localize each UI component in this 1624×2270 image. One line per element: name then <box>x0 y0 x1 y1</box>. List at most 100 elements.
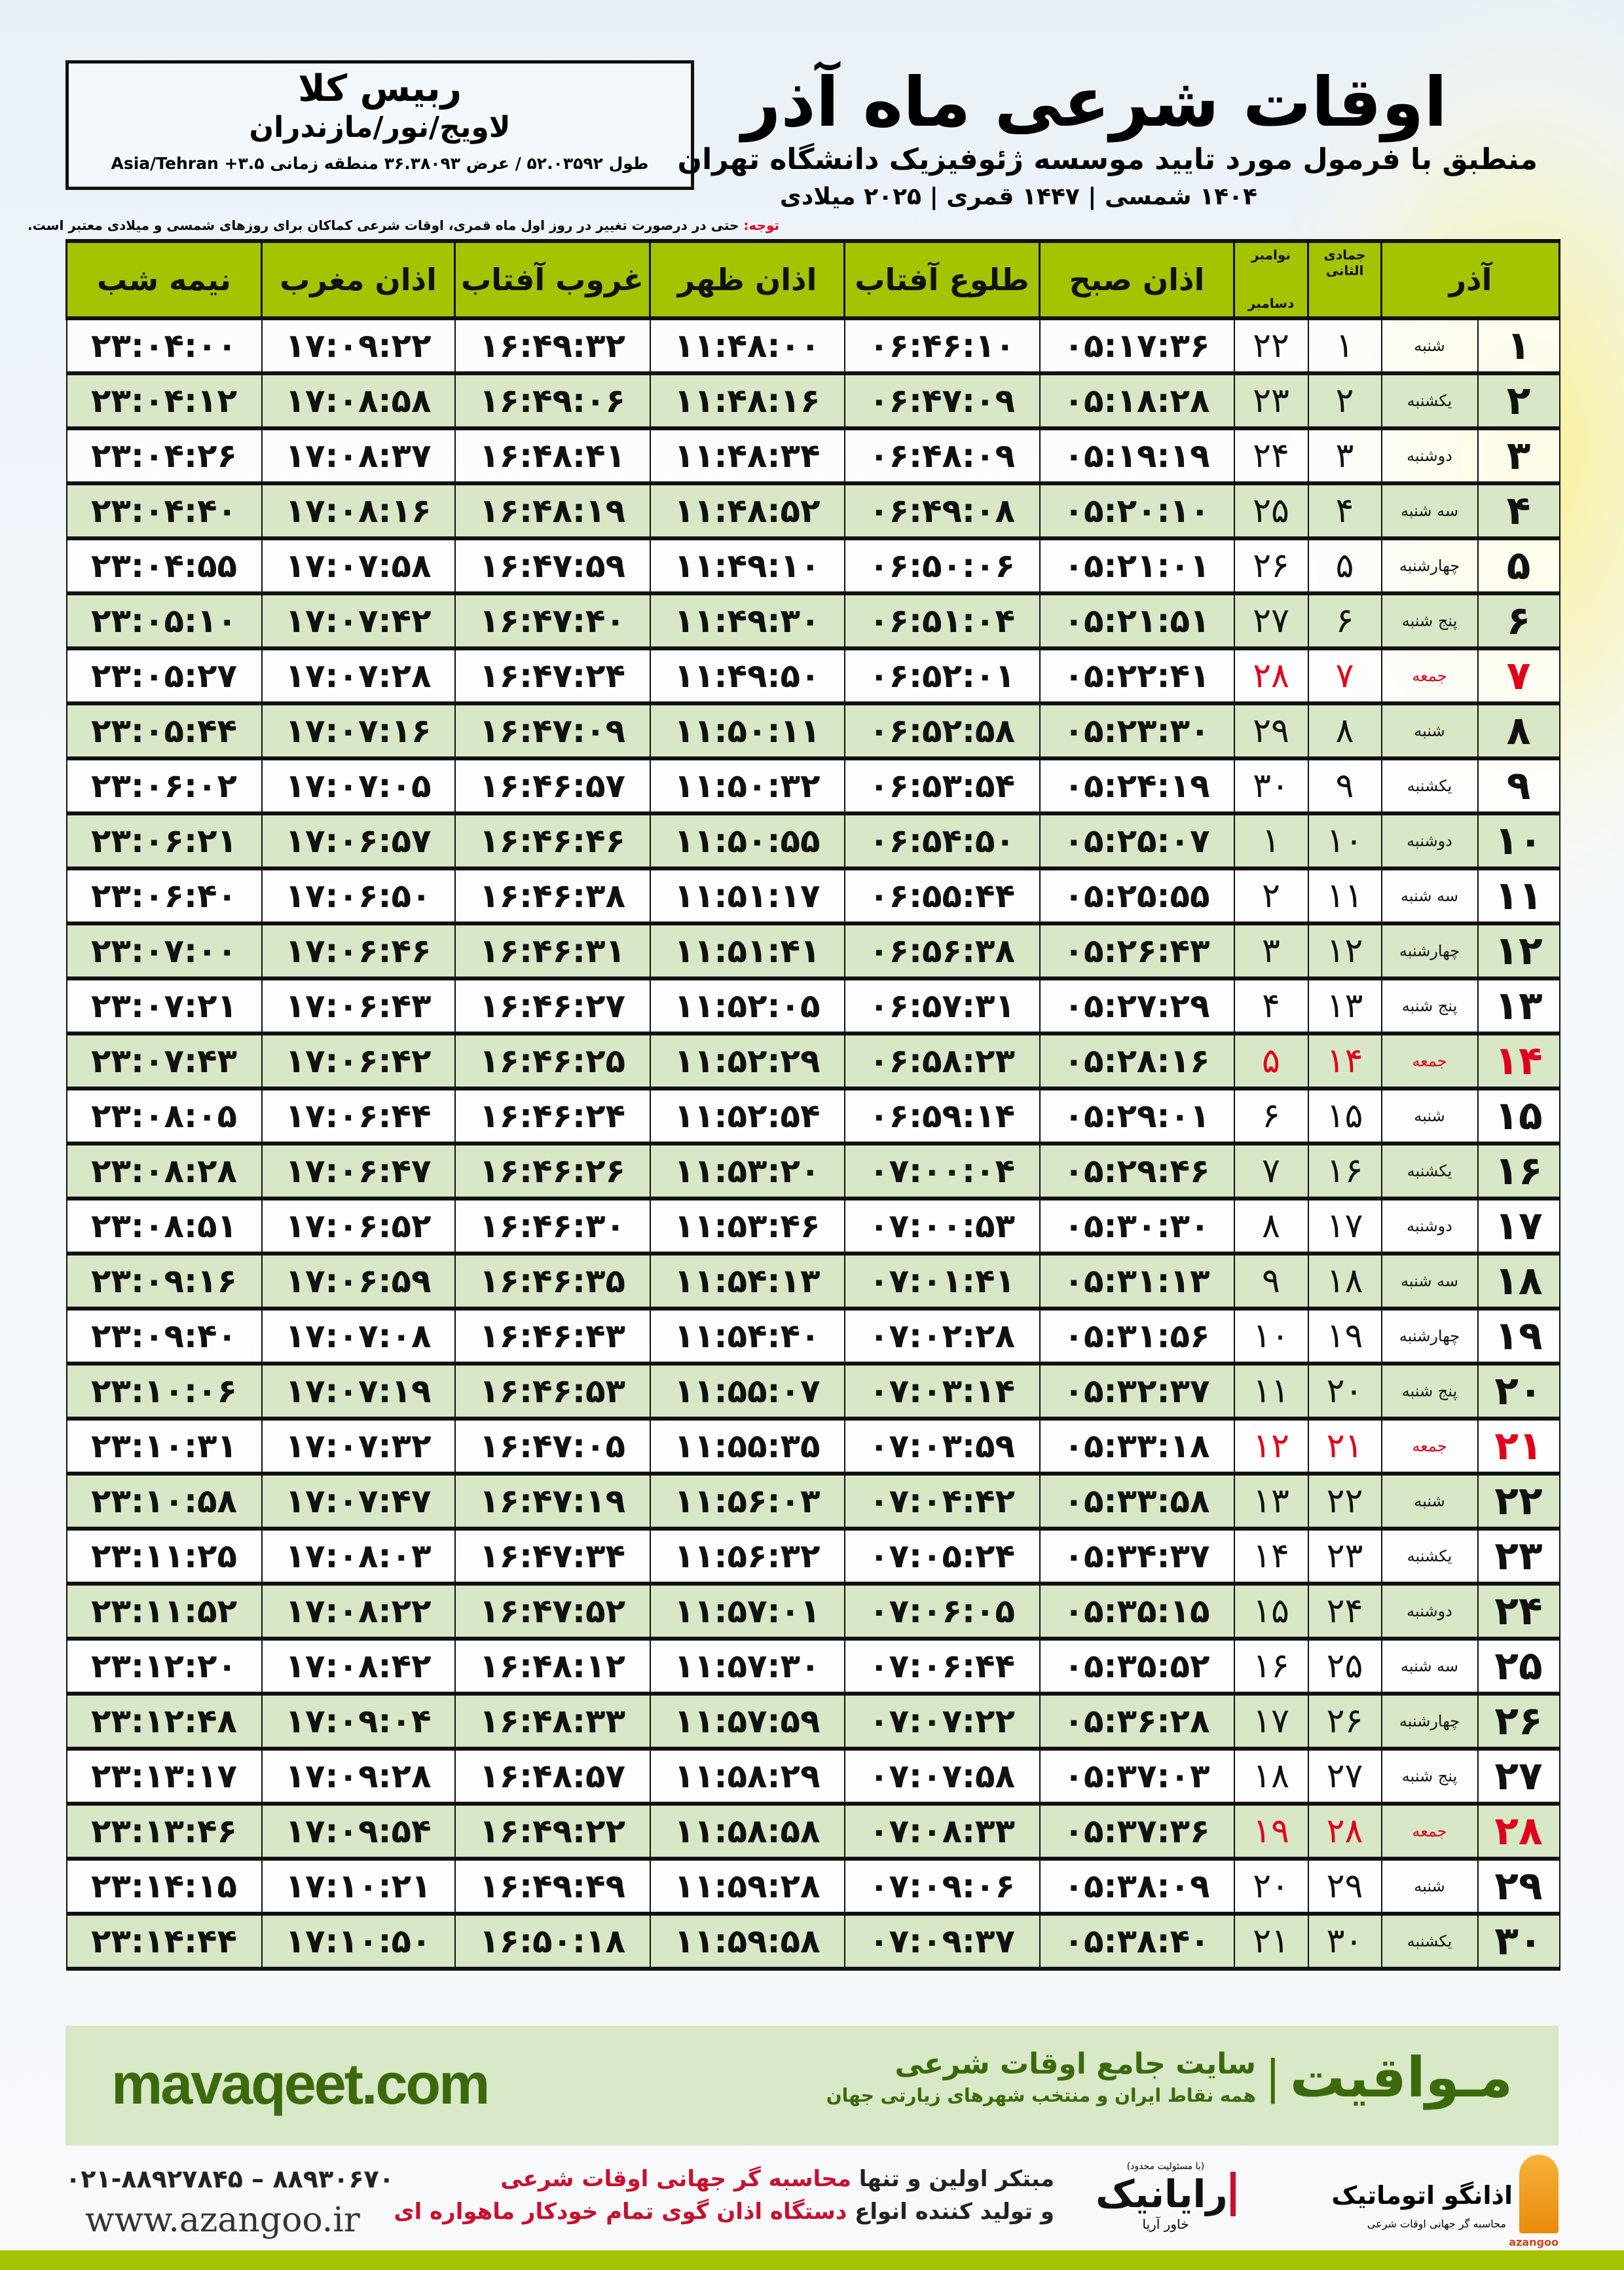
table-row: ۲ یکشنبه ۲ ۲۳ ۰۵:۱۸:۲۸ ۰۶:۴۷:۰۹ ۱۱:۴۸:۱۶ ۱۶:۴۹:… <box>65 373 1560 430</box>
cell-azar: ۱ <box>1477 318 1560 375</box>
cell-weekday: یکشنبه <box>1380 1914 1479 1971</box>
cell-zohr: ۱۱:۵۷:۰۱ <box>649 1584 845 1641</box>
rayanik-name: رایانیک <box>1096 2172 1236 2216</box>
cell-miladi: ۱۸ <box>1233 1749 1309 1806</box>
cell-sobh: ۰۵:۳۵:۱۵ <box>1039 1584 1235 1641</box>
cell-qamari: ۲۶ <box>1307 1694 1382 1751</box>
cell-zohr: ۱۱:۵۷:۳۰ <box>649 1639 845 1696</box>
cell-miladi: ۱۵ <box>1233 1584 1309 1641</box>
cell-ghorub: ۱۶:۴۸:۵۷ <box>454 1749 651 1806</box>
promo-line2-highlight: دستگاه اذان گوی تمام خودکار ماهواره ای <box>394 2199 847 2225</box>
brand-text: سایت جامع اوقات شرعی همه نقاط ایران و من… <box>826 2046 1256 2109</box>
cell-miladi: ۲۸ <box>1233 648 1309 705</box>
cell-sobh: ۰۵:۲۲:۴۱ <box>1039 648 1235 705</box>
cell-nime: ۲۳:۰۴:۴۰ <box>65 483 263 540</box>
cell-maghreb: ۱۷:۰۶:۴۴ <box>261 1088 456 1145</box>
cell-maghreb: ۱۷:۰۸:۱۶ <box>261 483 456 540</box>
cell-nime: ۲۳:۰۵:۴۴ <box>65 703 263 760</box>
table-row: ۵ چهارشنبه ۵ ۲۶ ۰۵:۲۱:۰۱ ۰۶:۵۰:۰۶ ۱۱:۴۹:۱۰ ۱۶:۴… <box>65 538 1560 595</box>
cell-azar: ۱۱ <box>1477 868 1560 925</box>
site-url[interactable]: mavaqeet.com <box>111 2051 490 2116</box>
page-title: اوقات شرعی ماه آذر <box>741 62 1447 142</box>
cell-tolu: ۰۷:۰۶:۰۵ <box>843 1584 1041 1641</box>
cell-maghreb: ۱۷:۰۷:۴۷ <box>261 1474 456 1531</box>
cell-zohr: ۱۱:۵۹:۲۸ <box>649 1859 845 1916</box>
cell-sobh: ۰۵:۳۳:۱۸ <box>1039 1419 1235 1476</box>
cell-zohr: ۱۱:۵۲:۵۴ <box>649 1088 845 1145</box>
cell-sobh: ۰۵:۳۷:۰۳ <box>1039 1749 1235 1806</box>
cell-miladi: ۸ <box>1233 1199 1309 1256</box>
cell-miladi: ۲۴ <box>1233 428 1309 485</box>
cell-qamari: ۵ <box>1307 538 1382 595</box>
cell-weekday: دوشنبه <box>1380 1584 1479 1641</box>
cell-sobh: ۰۵:۳۸:۴۰ <box>1039 1914 1235 1971</box>
cell-maghreb: ۱۷:۰۹:۲۸ <box>261 1749 456 1806</box>
cell-azar: ۴ <box>1477 483 1560 540</box>
cell-azar: ۷ <box>1477 648 1560 705</box>
cell-miladi: ۱۴ <box>1233 1529 1309 1586</box>
cell-qamari: ۳ <box>1307 428 1382 485</box>
cell-qamari: ۱۳ <box>1307 978 1382 1035</box>
mavaqeet-banner: mavaqeet.com مـواقیت | سایت جامع اوقات ش… <box>65 2026 1559 2146</box>
cell-weekday: پنج شنبه <box>1380 1749 1479 1806</box>
cell-nime: ۲۳:۰۸:۰۵ <box>65 1088 263 1145</box>
table-row: ۹ یکشنبه ۹ ۳۰ ۰۵:۲۴:۱۹ ۰۶:۵۳:۵۴ ۱۱:۵۰:۳۲ ۱۶:۴۶:… <box>65 758 1560 815</box>
cell-tolu: ۰۷:۰۷:۵۸ <box>843 1749 1041 1806</box>
cell-nime: ۲۳:۰۸:۵۱ <box>65 1199 263 1256</box>
cell-sobh: ۰۵:۲۴:۱۹ <box>1039 758 1235 815</box>
cell-maghreb: ۱۷:۰۶:۴۶ <box>261 923 456 980</box>
cell-sobh: ۰۵:۲۱:۵۱ <box>1039 593 1235 650</box>
cell-qamari: ۱۰ <box>1307 813 1382 870</box>
cell-zohr: ۱۱:۴۹:۳۰ <box>649 593 845 650</box>
cell-tolu: ۰۷:۰۱:۴۱ <box>843 1254 1041 1311</box>
cell-tolu: ۰۶:۵۶:۳۸ <box>843 923 1041 980</box>
table-row: ۳ دوشنبه ۳ ۲۴ ۰۵:۱۹:۱۹ ۰۶:۴۸:۰۹ ۱۱:۴۸:۳۴ ۱۶:۴۸:… <box>65 428 1560 485</box>
cell-qamari: ۶ <box>1307 593 1382 650</box>
cell-weekday: چهارشنبه <box>1380 538 1479 595</box>
header-miladi: نوامبر دسامبر <box>1233 239 1309 320</box>
cell-weekday: شنبه <box>1380 1474 1479 1531</box>
azangoo-website[interactable]: www.azangoo.ir <box>85 2201 360 2240</box>
minaret-icon <box>1519 2155 1559 2233</box>
cell-miladi: ۲۵ <box>1233 483 1309 540</box>
brand-tagline: همه نقاط ایران و منتخب شهرهای زیارتی جها… <box>826 2085 1257 2106</box>
cell-azar: ۲۱ <box>1477 1419 1560 1476</box>
cell-maghreb: ۱۷:۰۶:۴۳ <box>261 978 456 1035</box>
cell-maghreb: ۱۷:۰۷:۱۶ <box>261 703 456 760</box>
cell-maghreb: ۱۷:۰۸:۰۳ <box>261 1529 456 1586</box>
cell-tolu: ۰۷:۰۰:۵۳ <box>843 1199 1041 1256</box>
cell-zohr: ۱۱:۵۰:۱۱ <box>649 703 845 760</box>
table-row: ۱۴ جمعه ۱۴ ۵ ۰۵:۲۸:۱۶ ۰۶:۵۸:۲۳ ۱۱:۵۲:۲۹ ۱۶:۴۶:۲… <box>65 1033 1560 1090</box>
cell-qamari: ۸ <box>1307 703 1382 760</box>
table-row: ۳۰ یکشنبه ۳۰ ۲۱ ۰۵:۳۸:۴۰ ۰۷:۰۹:۳۷ ۱۱:۵۹:۵۸ ۱۶:۵… <box>65 1914 1560 1971</box>
cell-azar: ۱۳ <box>1477 978 1560 1035</box>
cell-weekday: چهارشنبه <box>1380 1694 1479 1751</box>
cell-zohr: ۱۱:۵۵:۰۷ <box>649 1364 845 1421</box>
cell-weekday: یکشنبه <box>1380 758 1479 815</box>
table-row: ۱۸ سه شنبه ۱۸ ۹ ۰۵:۳۱:۱۳ ۰۷:۰۱:۴۱ ۱۱:۵۴:۱۳ ۱۶:۴… <box>65 1254 1560 1311</box>
table-row: ۶ پنج شنبه ۶ ۲۷ ۰۵:۲۱:۵۱ ۰۶:۵۱:۰۴ ۱۱:۴۹:۳۰ ۱۶:۴… <box>65 593 1560 650</box>
cell-tolu: ۰۷:۰۳:۱۴ <box>843 1364 1041 1421</box>
note-text: حتی در درصورت تغییر در روز اول ماه قمری،… <box>28 217 744 233</box>
cell-tolu: ۰۶:۴۷:۰۹ <box>843 373 1041 430</box>
table-row: ۷ جمعه ۷ ۲۸ ۰۵:۲۲:۴۱ ۰۶:۵۲:۰۱ ۱۱:۴۹:۵۰ ۱۶:۴۷:۲۴… <box>65 648 1560 705</box>
cell-miladi: ۱۲ <box>1233 1419 1309 1476</box>
cell-azar: ۱۶ <box>1477 1144 1560 1200</box>
cell-qamari: ۱۲ <box>1307 923 1382 980</box>
header-qamari-label: جمادی الثانی <box>1323 247 1366 278</box>
cell-zohr: ۱۱:۵۲:۰۵ <box>649 978 845 1035</box>
cell-sobh: ۰۵:۳۸:۰۹ <box>1039 1859 1235 1916</box>
cell-azar: ۵ <box>1477 538 1560 595</box>
cell-miladi: ۲۶ <box>1233 538 1309 595</box>
cell-ghorub: ۱۶:۴۶:۲۴ <box>454 1088 651 1145</box>
cell-ghorub: ۱۶:۴۷:۵۲ <box>454 1584 651 1641</box>
cell-sobh: ۰۵:۲۵:۵۵ <box>1039 868 1235 925</box>
cell-miladi: ۱۱ <box>1233 1364 1309 1421</box>
cell-miladi: ۵ <box>1233 1033 1309 1090</box>
cell-weekday: چهارشنبه <box>1380 1309 1479 1366</box>
cell-tolu: ۰۷:۰۴:۴۲ <box>843 1474 1041 1531</box>
cell-maghreb: ۱۷:۰۸:۴۲ <box>261 1639 456 1696</box>
cell-azar: ۶ <box>1477 593 1560 650</box>
cell-tolu: ۰۶:۵۵:۴۴ <box>843 868 1041 925</box>
cell-miladi: ۳۰ <box>1233 758 1309 815</box>
